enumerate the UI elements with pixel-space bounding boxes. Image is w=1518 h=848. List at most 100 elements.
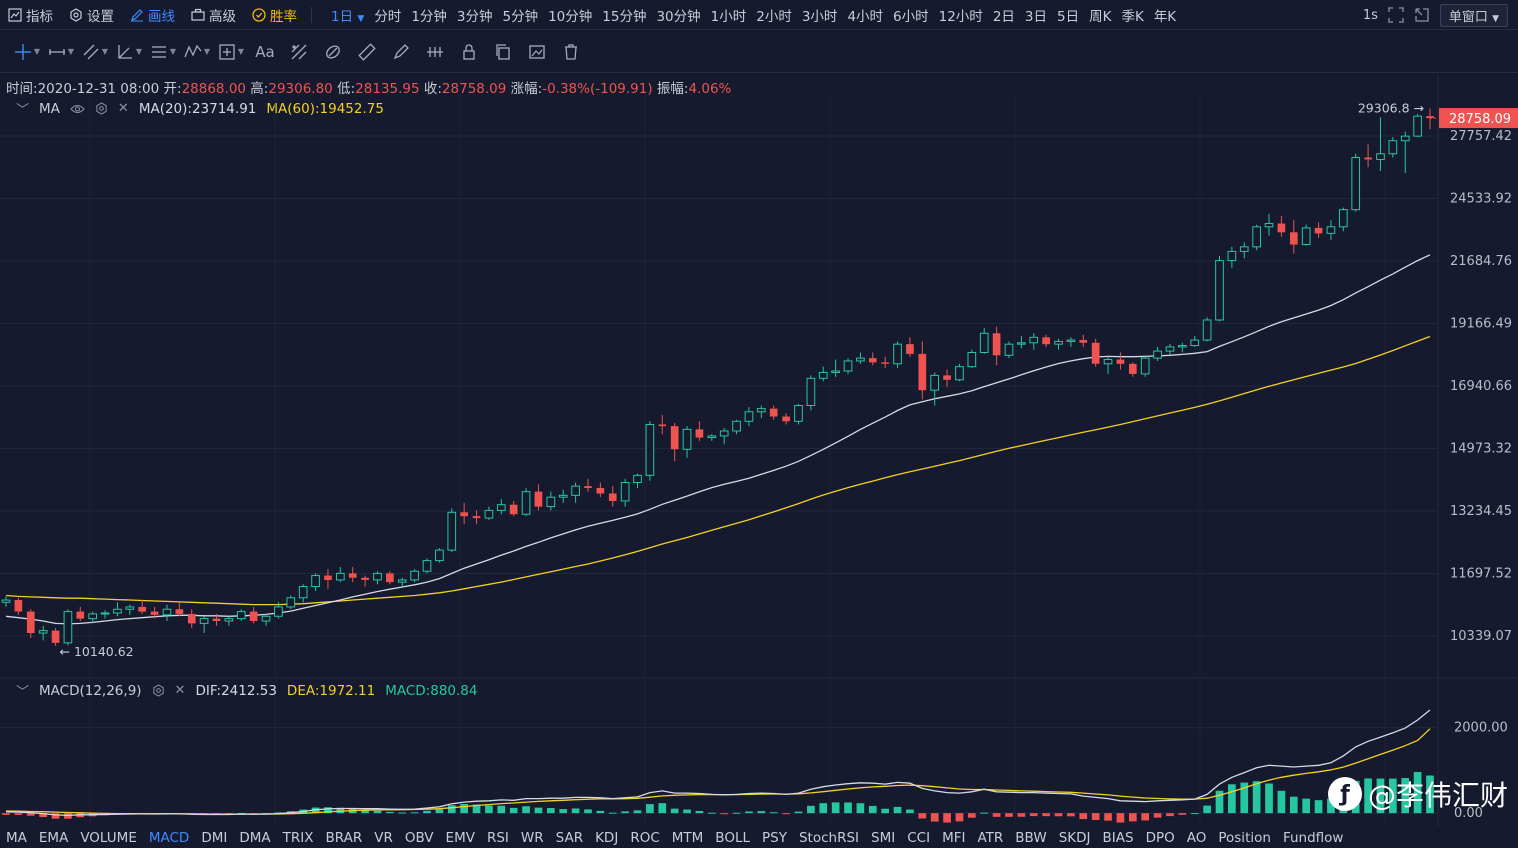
angle-tool[interactable]: ▼ [114,37,144,67]
macd-bar [1091,813,1100,820]
indicator-tab-roc[interactable]: ROC [630,829,660,846]
period-5d[interactable]: 5日 [1057,8,1080,25]
indicator-tab-ema[interactable]: EMA [38,829,69,846]
indicator-tab-macd[interactable]: MACD [148,829,190,846]
collapse-chevron-icon[interactable]: ﹀ [16,103,30,118]
indicator-tab-kdj[interactable]: KDJ [595,829,619,846]
indicator-tab-vr[interactable]: VR [374,829,393,846]
candle [150,606,159,619]
close-icon[interactable]: ✕ [117,101,129,116]
indicator-tab-dpo[interactable]: DPO [1145,829,1175,846]
range-tool[interactable] [420,37,450,67]
gear-icon[interactable] [152,684,165,697]
indicator-tab-mtm[interactable]: MTM [671,829,704,846]
text-tool[interactable]: Aa [250,37,280,67]
indicator-tab-position[interactable]: Position [1218,829,1271,846]
period-2d[interactable]: 2日 [992,8,1015,25]
candle-body [521,491,531,515]
fullscreen-icon[interactable] [1388,7,1404,23]
crosshair-tool[interactable]: ▼ [12,37,42,67]
period-selected[interactable]: 1日 ▼ [331,8,365,25]
indicator-tab-cci[interactable]: CCI [907,829,931,846]
gear-icon[interactable] [95,102,108,115]
collapse-chevron-icon[interactable]: ﹀ [16,685,30,700]
measure-tool[interactable]: ▼ [216,37,246,67]
magnet-tool[interactable] [318,37,348,67]
indicator-tab-mfi[interactable]: MFI [942,829,966,846]
indicator-tab-psy[interactable]: PSY [762,829,787,846]
popout-icon[interactable] [1414,7,1430,23]
indicator-tab-emv[interactable]: EMV [445,829,475,846]
period-15m[interactable]: 15分钟 [602,8,647,25]
horizontal-line-tool[interactable]: ▼ [46,37,76,67]
settings-button[interactable]: 设置 [61,5,122,25]
interval-label[interactable]: 1s [1362,7,1378,23]
period-6h[interactable]: 6小时 [893,8,929,25]
indicator-tab-sar[interactable]: SAR [555,829,584,846]
period-3m[interactable]: 3分钟 [456,8,493,25]
parallel-channel-tool[interactable]: ▼ [80,37,110,67]
wave-tool[interactable]: ▼ [182,37,212,67]
candle-body [447,511,457,551]
indicator-tab-fundflow[interactable]: Fundflow [1282,829,1344,846]
indicator-tab-atr[interactable]: ATR [977,829,1004,846]
period-1h[interactable]: 1小时 [710,8,747,25]
period-1m[interactable]: 1分钟 [411,8,447,25]
fib-tool[interactable]: ▼ [148,37,178,67]
indicator-tab-stochrsi[interactable]: StochRSI [798,829,860,846]
indicator-tab-ao[interactable]: AO [1186,829,1207,846]
period-week[interactable]: 周K [1089,8,1112,25]
indicator-tab-bias[interactable]: BIAS [1102,829,1134,846]
winrate-button[interactable]: 胜率 [244,5,305,25]
period-fenshi[interactable]: 分时 [374,8,402,25]
delete-tool[interactable] [556,37,586,67]
candle-body [1079,340,1088,343]
candle-body [113,608,122,614]
candle-body [1128,363,1137,374]
candle-body [1165,346,1175,352]
indicator-tab-smi[interactable]: SMI [871,829,896,846]
brush-tool[interactable] [386,37,416,67]
period-10m[interactable]: 10分钟 [548,8,593,25]
eye-icon[interactable] [70,103,85,115]
copy-tool[interactable] [488,37,518,67]
indicator-tab-trix[interactable]: TRIX [282,829,314,846]
indicator-tab-bbw[interactable]: BBW [1015,829,1047,846]
period-4h[interactable]: 4小时 [847,8,884,25]
period-2h[interactable]: 2小时 [756,8,792,25]
pattern-tool[interactable] [284,37,314,67]
period-3h[interactable]: 3小时 [801,8,838,25]
window-mode-select[interactable]: 单窗口 ▼ [1439,3,1508,27]
period-12h[interactable]: 12小时 [938,8,983,25]
period-year[interactable]: 年K [1153,8,1177,25]
draw-button[interactable]: 画线 [122,5,183,25]
period-3d[interactable]: 3日 [1024,8,1047,25]
period-5m[interactable]: 5分钟 [502,8,539,25]
indicator-tab-dma[interactable]: DMA [239,829,271,846]
indicator-tab-brar[interactable]: BRAR [325,829,363,846]
candle [484,506,494,521]
indicators-button[interactable]: 指标 [0,5,61,25]
candle-body [1190,339,1200,347]
indicator-tab-obv[interactable]: OBV [404,829,434,846]
period-30m[interactable]: 30分钟 [656,8,701,25]
close-icon[interactable]: ✕ [174,683,186,698]
advanced-button[interactable]: 高级 [183,5,244,25]
indicator-tab-volume[interactable]: VOLUME [80,829,137,846]
indicator-tab-ma[interactable]: MA [6,829,27,846]
candle [261,613,271,626]
indicator-tab-skdj[interactable]: SKDJ [1058,829,1091,846]
candle [1388,137,1398,158]
candle [460,502,468,524]
indicator-tab-dmi[interactable]: DMI [201,829,228,846]
lock-tool[interactable] [454,37,484,67]
indicator-tab-rsi[interactable]: RSI [486,829,509,846]
ruler-tool[interactable] [352,37,382,67]
screenshot-tool[interactable] [522,37,552,67]
indicator-tab-wr[interactable]: WR [520,829,544,846]
candle-body [1004,343,1014,356]
indicator-tab-boll[interactable]: BOLL [715,829,750,846]
period-quarter[interactable]: 季K [1121,8,1144,25]
range-icon [427,46,443,57]
